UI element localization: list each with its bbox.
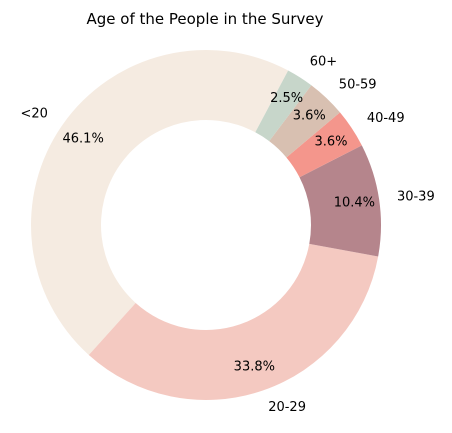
- percent-label: 3.6%: [293, 109, 326, 124]
- category-label: 40-49: [367, 111, 405, 126]
- donut-slice-30-39: [299, 145, 382, 257]
- percent-label: 46.1%: [63, 131, 104, 146]
- percent-label: 3.6%: [314, 135, 347, 150]
- slices-group: [30, 49, 382, 401]
- percent-label: 10.4%: [334, 196, 375, 211]
- category-label: 30-39: [397, 189, 435, 204]
- percent-label: 2.5%: [270, 91, 303, 106]
- percent-label: 33.8%: [234, 359, 275, 374]
- category-label: <20: [21, 107, 48, 122]
- chart-title: Age of the People in the Survey: [87, 10, 324, 28]
- category-label: 20-29: [268, 400, 306, 415]
- category-label: 60+: [310, 55, 337, 70]
- donut-slice-50-59: [269, 85, 340, 158]
- donut-slice-20: [30, 49, 289, 355]
- donut-slice-60: [255, 70, 312, 142]
- category-label: 50-59: [339, 77, 377, 92]
- labels-group: 46.1% <20 33.8% 20-29 10.4% 30-39 3.6% 40-49 3.6…: [21, 55, 435, 415]
- donut-slice-40-49: [286, 112, 362, 178]
- donut-slice-20-29: [88, 243, 379, 401]
